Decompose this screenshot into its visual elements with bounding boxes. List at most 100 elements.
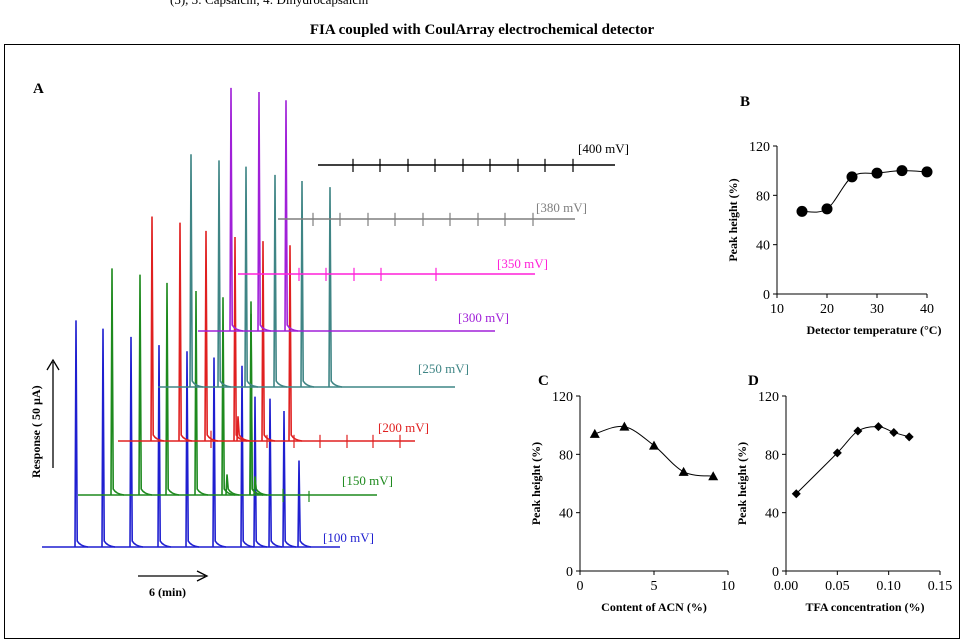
trace-5: [350 mV] bbox=[238, 256, 548, 281]
data-point bbox=[832, 448, 842, 458]
trace-peak bbox=[157, 345, 172, 548]
trace-peak bbox=[129, 336, 144, 548]
panel-a: A [100 mV] [150 mV] [200 mV] [250 mV] [300 mV… bbox=[29, 81, 629, 599]
x-axis-label: TFA concentration (%) bbox=[805, 600, 924, 614]
trace-peak bbox=[221, 297, 236, 496]
trace-peak bbox=[204, 230, 219, 442]
trace-peak bbox=[240, 365, 255, 548]
panel-c: C 0 40 80 120 0 5 10 Content of ACN (%) Peak heig… bbox=[529, 373, 735, 614]
trace-peak bbox=[297, 460, 312, 548]
y-tick-label: 0 bbox=[772, 565, 779, 580]
figure-border bbox=[4, 44, 960, 639]
trace-peak bbox=[236, 416, 251, 442]
data-point bbox=[619, 421, 630, 431]
data-point bbox=[853, 426, 863, 436]
series-line bbox=[594, 425, 714, 477]
trace-label: [100 mV] bbox=[323, 530, 374, 545]
y-tick-label: 0 bbox=[763, 288, 770, 303]
trace-peak bbox=[229, 87, 244, 332]
trace-peak bbox=[282, 411, 297, 548]
y-axis-label: Peak height (%) bbox=[726, 178, 740, 261]
trace-peak bbox=[150, 216, 165, 442]
trace-peak bbox=[261, 241, 276, 442]
trace-peak bbox=[284, 100, 299, 332]
trace-peak bbox=[244, 166, 259, 388]
trace-peak bbox=[138, 274, 153, 496]
trace-peak bbox=[74, 320, 89, 548]
y-tick-label: 120 bbox=[758, 390, 779, 405]
trace-label: [300 mV] bbox=[458, 310, 509, 325]
trace-peak bbox=[328, 187, 343, 388]
trace-label: [350 mV] bbox=[497, 256, 548, 271]
y-axis-label: Peak height (%) bbox=[529, 442, 543, 525]
trace-peak bbox=[225, 474, 240, 496]
x-tick-label: 0.15 bbox=[928, 579, 953, 594]
y-scale-arrow-head bbox=[46, 358, 60, 371]
data-point bbox=[889, 427, 899, 437]
y-axis-label: Peak height (%) bbox=[735, 442, 749, 525]
x-tick-label: 0 bbox=[577, 579, 584, 594]
trace-7: [400 mV] bbox=[318, 141, 629, 172]
y-scale-label: Response ( 50 µA) bbox=[29, 385, 43, 478]
trace-0: [100 mV] bbox=[42, 320, 374, 548]
data-point bbox=[589, 428, 600, 438]
data-point bbox=[796, 205, 808, 217]
trace-peak bbox=[257, 92, 272, 332]
trace-peak bbox=[300, 180, 315, 388]
data-point bbox=[791, 489, 801, 499]
data-point bbox=[904, 432, 914, 442]
trace-peak bbox=[178, 222, 193, 442]
trace-peak bbox=[268, 398, 283, 548]
trace-peak bbox=[110, 268, 125, 496]
y-tick-label: 40 bbox=[756, 239, 770, 254]
data-point bbox=[921, 166, 933, 178]
x-scale-arrow-head bbox=[196, 570, 209, 582]
trace-1: [150 mV] bbox=[78, 268, 393, 502]
trace-peak bbox=[217, 160, 232, 388]
trace-peak bbox=[233, 237, 248, 442]
data-point bbox=[871, 167, 883, 179]
top-cropped-text-strip: (3), 3: Capsaicin; 4: Dihydrocapsaicin bbox=[170, 0, 369, 7]
x-tick-label: 40 bbox=[920, 302, 934, 317]
x-axis-label: Detector temperature (°C) bbox=[807, 323, 942, 337]
trace-label: [380 mV] bbox=[536, 200, 587, 215]
trace-peak bbox=[253, 396, 268, 548]
series-line bbox=[801, 170, 928, 213]
trace-peak bbox=[189, 154, 204, 388]
y-tick-label: 80 bbox=[559, 448, 573, 463]
series-line bbox=[795, 426, 910, 495]
y-tick-label: 40 bbox=[765, 507, 779, 522]
figure-title: FIA coupled with CoulArray electrochemic… bbox=[309, 22, 655, 38]
data-point bbox=[708, 471, 719, 481]
trace-peak bbox=[101, 328, 116, 548]
svg-text:(3), 3: Capsaicin; 4: Dihydroc: (3), 3: Capsaicin; 4: Dihydrocapsaicin bbox=[170, 0, 369, 7]
panel-letter: D bbox=[748, 373, 759, 389]
y-tick-label: 80 bbox=[756, 189, 770, 204]
x-tick-label: 5 bbox=[651, 579, 658, 594]
data-point bbox=[678, 466, 689, 476]
trace-label: [250 mV] bbox=[418, 361, 469, 376]
y-tick-label: 120 bbox=[749, 140, 770, 155]
trace-label: [200 mV] bbox=[378, 420, 429, 435]
x-scale-label: 6 (min) bbox=[149, 585, 186, 599]
trace-label: [150 mV] bbox=[342, 473, 393, 488]
trace-peak bbox=[212, 357, 227, 548]
data-point bbox=[896, 165, 908, 177]
data-point bbox=[873, 422, 883, 432]
trace-peak bbox=[253, 476, 268, 496]
y-tick-label: 40 bbox=[559, 507, 573, 522]
y-tick-label: 0 bbox=[566, 565, 573, 580]
x-tick-label: 20 bbox=[820, 302, 834, 317]
x-tick-label: 10 bbox=[721, 579, 735, 594]
trace-peak bbox=[194, 291, 209, 496]
x-tick-label: 10 bbox=[770, 302, 784, 317]
trace-peak bbox=[273, 174, 288, 388]
x-tick-label: 0.10 bbox=[876, 579, 901, 594]
panel-letter: B bbox=[740, 94, 750, 110]
trace-peak bbox=[165, 282, 180, 496]
trace-3: [250 mV] bbox=[158, 154, 469, 388]
data-point bbox=[821, 203, 833, 215]
x-tick-label: 30 bbox=[870, 302, 884, 317]
trace-4: [300 mV] bbox=[198, 87, 509, 332]
